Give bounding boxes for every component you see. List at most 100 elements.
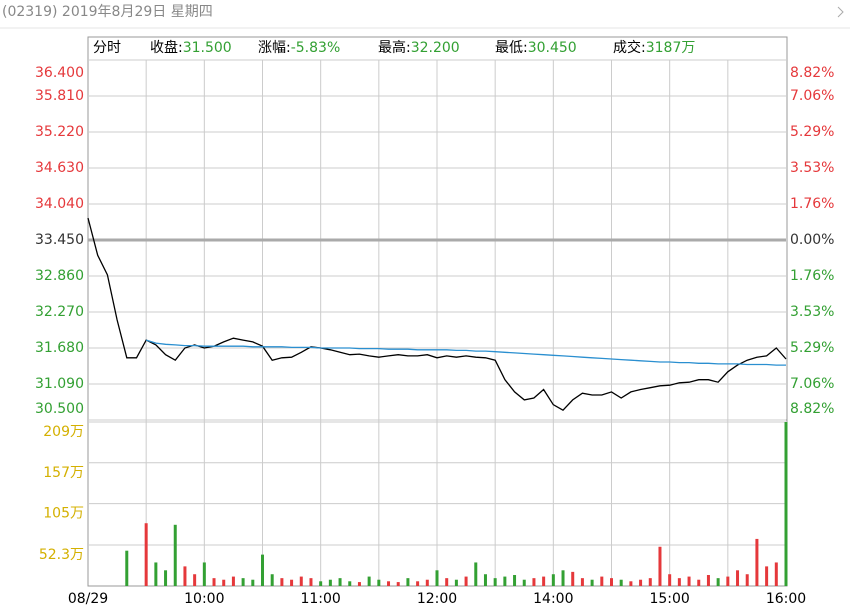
volume-bar <box>231 576 235 586</box>
y-tick-label: 30.500 <box>35 401 84 417</box>
price-line <box>87 217 787 412</box>
info-item: 成交:3187万 <box>613 39 695 56</box>
volume-bar <box>125 550 129 586</box>
volume-bar <box>648 578 652 586</box>
y2-tick-label: 8.82% <box>790 65 834 81</box>
info-label: 最高: <box>378 39 411 56</box>
y-tick-label: 32.270 <box>35 304 84 320</box>
volume-bar <box>736 570 740 586</box>
volume-bar <box>716 578 720 586</box>
y-tick-label: 34.040 <box>35 196 84 212</box>
volume-bar <box>299 576 303 586</box>
volume-bar <box>600 576 604 586</box>
volume-bar <box>639 579 643 586</box>
volume-bar <box>745 574 749 586</box>
y-tick-label: 35.810 <box>35 88 84 104</box>
volume-bar <box>193 574 197 586</box>
volume-bar <box>610 578 613 586</box>
y2-tick-label: 7.06% <box>790 376 834 392</box>
volume-bar <box>774 562 778 586</box>
x-tick-label: 10:00 <box>184 591 224 607</box>
volume-bar <box>425 579 429 586</box>
volume-bar <box>396 582 400 586</box>
volume-bar <box>319 581 323 586</box>
volume-bar <box>697 579 701 586</box>
y-tick-label: 31.680 <box>35 340 84 356</box>
volume-bar <box>619 579 623 586</box>
volume-bar <box>765 566 769 586</box>
volume-bar <box>445 578 449 586</box>
volume-bar <box>377 579 381 586</box>
info-value: -5.83% <box>291 40 341 56</box>
y2-tick-label: 1.76% <box>790 268 834 284</box>
y-tick-label: 32.860 <box>35 268 84 284</box>
y-tick-label: 33.450 <box>35 232 84 248</box>
info-label: 收盘: <box>150 39 183 56</box>
x-tick-label: 15:00 <box>649 591 689 607</box>
volume-bar <box>590 579 594 586</box>
volume-bar <box>241 578 245 586</box>
volume-bar <box>474 562 478 586</box>
volume-bar <box>687 576 691 586</box>
volume-bar <box>658 546 662 586</box>
chevron[interactable] <box>837 6 844 18</box>
volume-bar <box>561 570 565 586</box>
volume-bar <box>542 576 546 586</box>
info-row: 收盘:31.500 涨幅:-5.83% 最高:32.200 最低:30.450 成交:3… <box>150 39 695 56</box>
volume-bar <box>668 574 672 586</box>
y-tick-label: 34.630 <box>35 160 84 176</box>
volume-bar <box>571 571 575 586</box>
price-line <box>146 339 786 366</box>
y2-tick-label: 1.76% <box>790 196 834 212</box>
x-tick-label: 16:00 <box>766 591 806 607</box>
volume-bar <box>706 575 710 586</box>
info-item: 最高:32.200 <box>378 39 460 56</box>
info-label: 成交: <box>613 39 646 56</box>
volume-bar <box>348 581 352 586</box>
y2-tick-label: 7.06% <box>790 88 834 104</box>
volume-bar <box>726 576 730 586</box>
volume-bar <box>338 578 342 586</box>
volume-bar <box>222 579 226 586</box>
y2-tick-label: 5.29% <box>790 124 834 140</box>
volume-bar <box>677 578 681 586</box>
volume-bar <box>513 575 517 586</box>
volume-bar <box>580 578 584 586</box>
y2-tick-label: 3.53% <box>790 160 834 176</box>
x-tick-label: 11:00 <box>300 591 340 607</box>
volume-bar <box>367 576 371 586</box>
info-value: 3187万 <box>646 40 696 56</box>
volume-bar <box>154 562 158 586</box>
volume-bar <box>164 570 168 586</box>
info-mode: 分时 <box>93 40 121 56</box>
x-tick-label: 12:00 <box>417 591 457 607</box>
info-item: 收盘:31.500 <box>150 39 232 56</box>
y-tick-label: 105万 <box>43 506 84 522</box>
page-title: (02319) 2019年8月29日 星期四 <box>2 4 213 20</box>
volume-bar <box>493 578 497 586</box>
volume-bar <box>532 578 536 586</box>
volume-bar <box>144 523 148 586</box>
volume-bar <box>357 582 361 586</box>
info-value: 32.200 <box>411 40 460 56</box>
y-tick-label: 52.3万 <box>39 547 84 563</box>
volume-bar <box>483 574 487 586</box>
volume-bar <box>280 578 284 586</box>
info-label: 涨幅: <box>258 40 291 56</box>
y-tick-label: 36.400 <box>35 65 84 81</box>
volume-bar <box>464 576 468 586</box>
x-tick-label: 08/29 <box>68 591 108 607</box>
y2-tick-label: 3.53% <box>790 304 834 320</box>
y-tick-label: 209万 <box>43 424 84 440</box>
volume-bar <box>183 566 187 586</box>
volume-bar <box>261 554 264 586</box>
info-item: 涨幅:-5.83% <box>258 40 340 56</box>
volume-bar <box>202 562 206 586</box>
volume-bar <box>406 578 410 586</box>
info-value: 30.450 <box>528 40 577 56</box>
info-label: 最低: <box>495 40 528 56</box>
volume-bar <box>290 579 294 586</box>
volume-bar <box>212 578 216 586</box>
volume-bar <box>454 579 458 586</box>
